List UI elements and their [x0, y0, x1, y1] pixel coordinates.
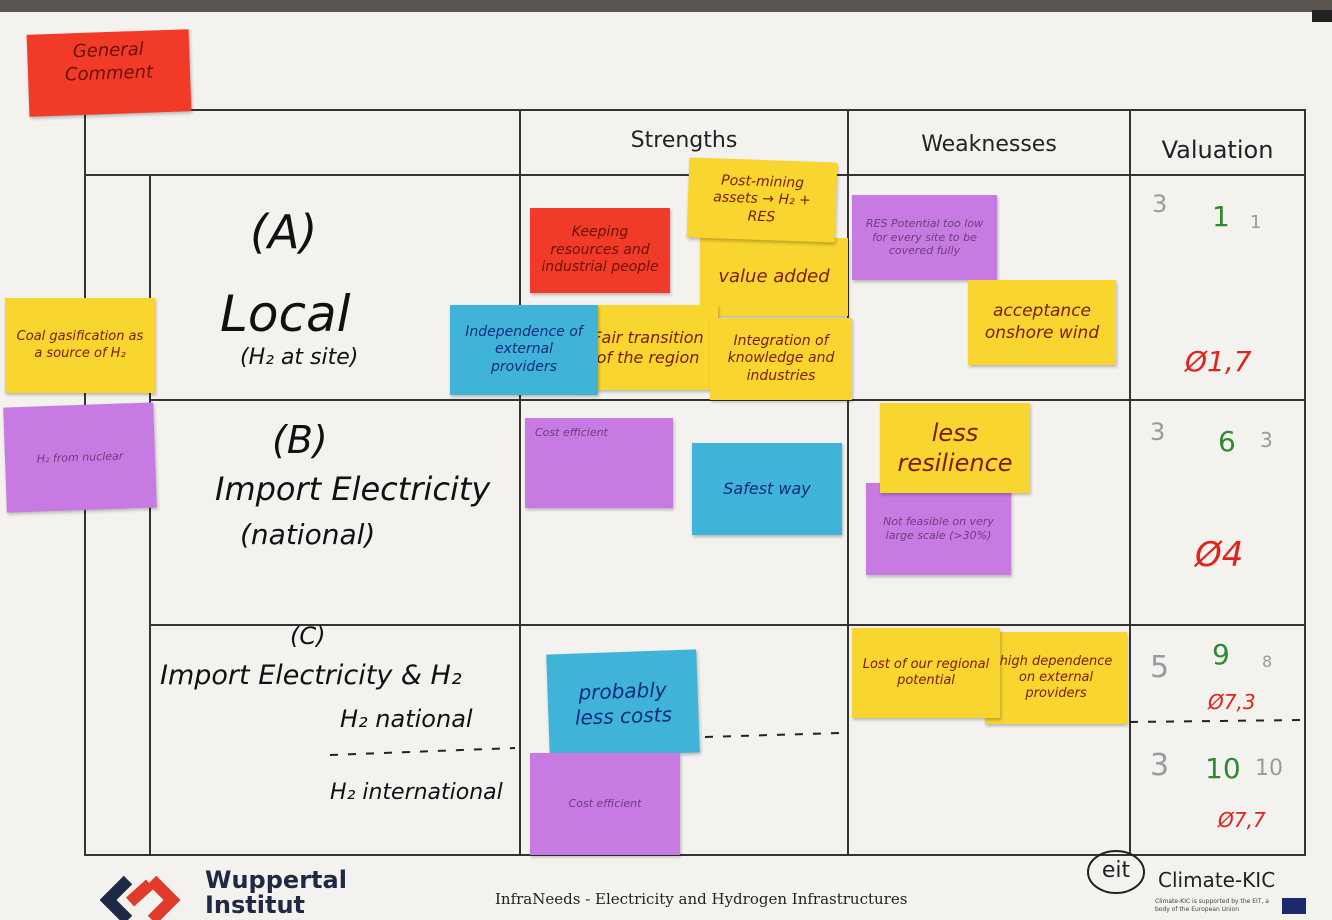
sticky-note: H₂ from nuclear: [3, 402, 157, 513]
institute-name: Wuppertal Institut: [205, 866, 347, 920]
valuation-votes: 1: [1212, 200, 1230, 233]
sticky-note: Keeping resources and industrial people: [530, 208, 670, 293]
valuation-average: Ø7,7: [1218, 808, 1266, 832]
valuation-votes: 10: [1205, 752, 1241, 785]
valuation-right: 10: [1255, 756, 1283, 781]
sticky-note: acceptance onshore wind: [968, 280, 1116, 365]
sticky-note: Safest way: [692, 443, 842, 535]
sticky-note: Not feasible on very large scale (>30%): [866, 483, 1011, 575]
sub-row-label: H₂ national: [340, 705, 473, 733]
row-name: Local: [220, 285, 351, 343]
row-label: (A): [250, 205, 318, 259]
row-detail: (H₂ at site): [240, 345, 359, 370]
sticky-note: Lost of our regional potential: [852, 628, 1000, 718]
eu-flag: [1282, 898, 1306, 914]
valuation-right: 1: [1250, 212, 1262, 233]
sticky-note: Post-mining assets → H₂ + RES: [686, 157, 838, 243]
project-title: InfraNeeds - Electricity and Hydrogen In…: [495, 890, 908, 908]
eit-logo: eit: [1101, 858, 1131, 883]
row-detail: (national): [240, 518, 376, 551]
row-label: (C): [290, 622, 326, 650]
sticky-note: value added: [700, 238, 848, 316]
valuation-average: Ø7,3: [1208, 690, 1256, 714]
column-header: Valuation: [1161, 136, 1274, 164]
sticky-note: Integration of knowledge and industries: [710, 318, 852, 400]
valuation-left: 5: [1150, 650, 1170, 685]
column-header: Strengths: [630, 128, 738, 153]
sticky-note: Cost efficient: [530, 753, 680, 855]
row-label: (B): [272, 418, 328, 462]
sticky-note: General Comment: [26, 29, 192, 117]
valuation-left: 3: [1152, 190, 1168, 218]
valuation-average: Ø4: [1195, 535, 1244, 575]
sticky-note: Cost efficient: [525, 418, 673, 508]
valuation-average: Ø1,7: [1185, 345, 1252, 378]
support-note: Climate-KIC is supported by the EIT, a b…: [1155, 898, 1269, 913]
climate-kic-logo: Climate-KIC: [1158, 868, 1276, 892]
valuation-votes: 9: [1212, 638, 1230, 671]
valuation-right: 3: [1260, 428, 1273, 452]
sticky-note: probably less costs: [546, 649, 700, 758]
row-name: Import Electricity & H₂: [160, 660, 462, 691]
sticky-note: Independence of external providers: [450, 305, 598, 395]
valuation-left: 3: [1150, 748, 1170, 783]
eit-logo-ring: [1087, 850, 1145, 894]
valuation-left: 3: [1150, 418, 1166, 446]
sticky-note: high dependence on external providers: [985, 632, 1127, 724]
sticky-note: Fair transition of the region: [578, 305, 718, 390]
sticky-note: Coal gasification as a source of H₂: [5, 298, 155, 393]
valuation-votes: 6: [1218, 425, 1236, 458]
sub-row-label: H₂ international: [330, 780, 503, 805]
sticky-note: RES Potential too low for every site to …: [852, 195, 997, 280]
valuation-right: 8: [1262, 652, 1273, 671]
sticky-note: less resilience: [880, 403, 1030, 493]
row-name: Import Electricity: [215, 470, 491, 508]
column-header: Weaknesses: [921, 132, 1057, 157]
wuppertal-logo: [100, 875, 181, 920]
